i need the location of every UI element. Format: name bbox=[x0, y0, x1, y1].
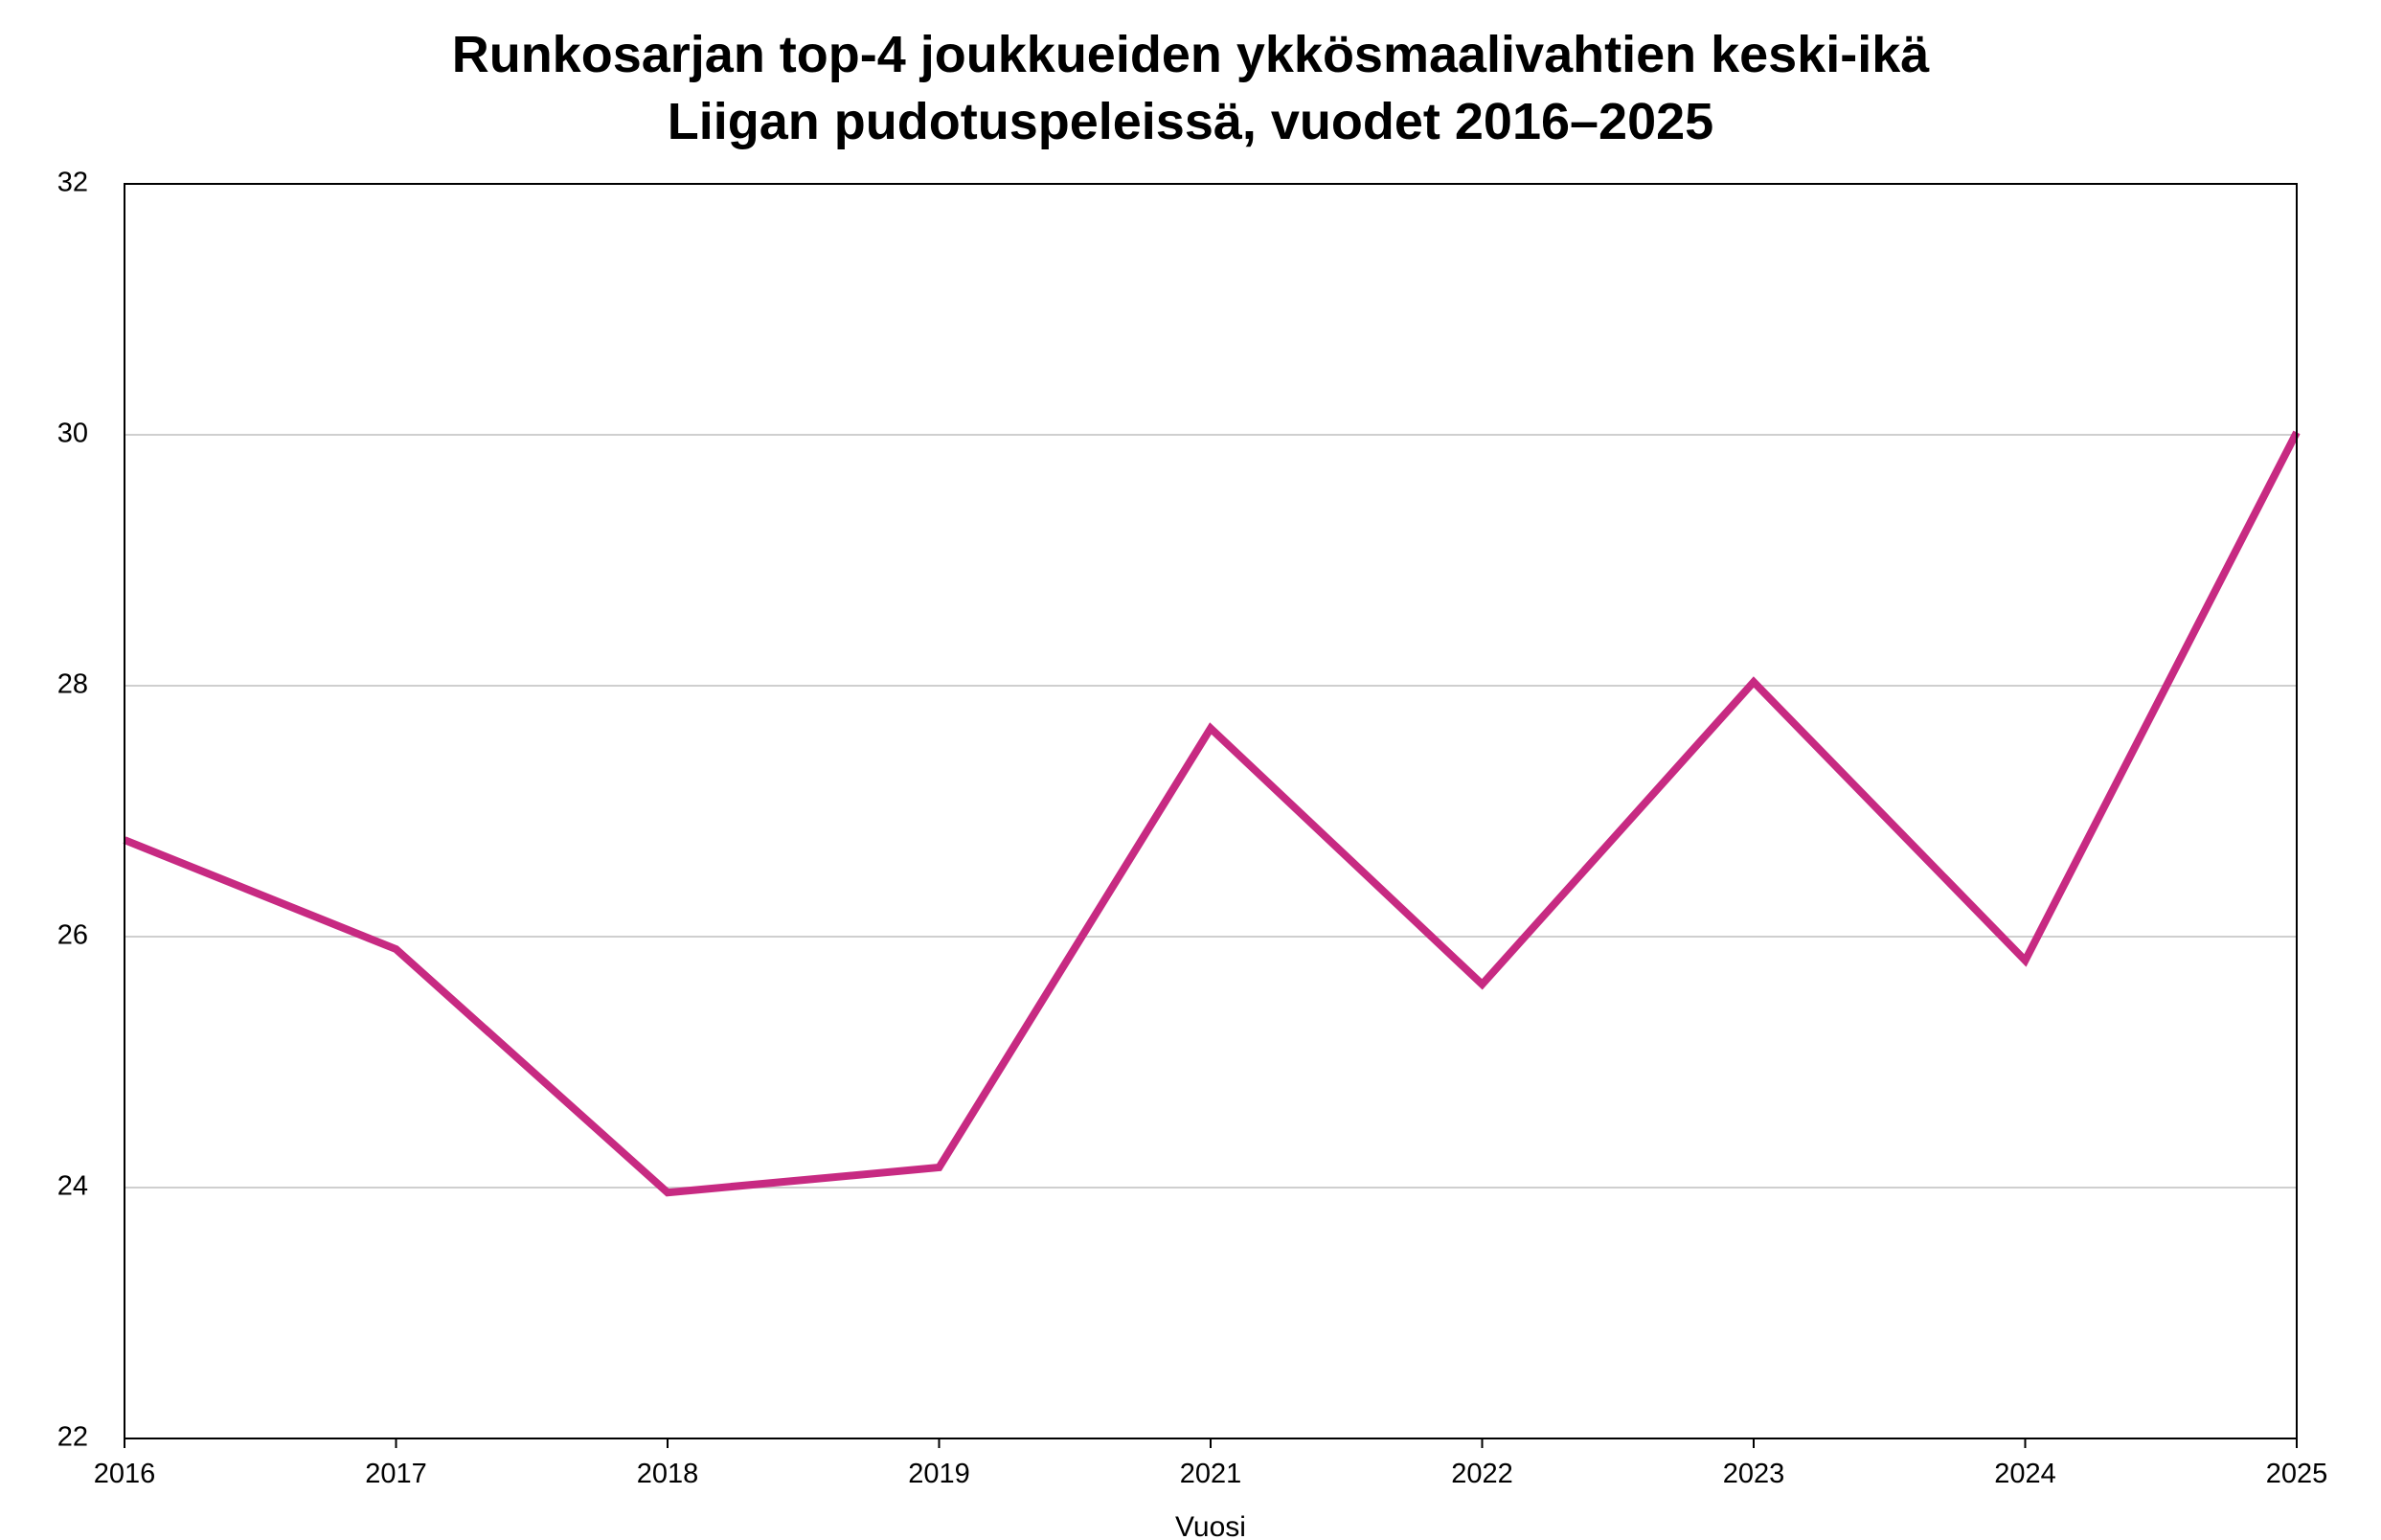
x-tick-label-2024: 2024 bbox=[1994, 1459, 2056, 1489]
x-tick-label-2016: 2016 bbox=[94, 1459, 156, 1489]
y-axis-ticks: 22 24 26 28 30 32 bbox=[57, 168, 88, 1453]
chart-title-line-2: Liigan pudotuspeleissä, vuodet 2016–2025 bbox=[668, 93, 1713, 150]
y-tick-label-26: 26 bbox=[57, 920, 88, 951]
series-line-0 bbox=[123, 430, 2301, 1197]
y-tick-label-24: 24 bbox=[57, 1171, 88, 1202]
series-lines bbox=[123, 430, 2301, 1197]
plot-frame bbox=[124, 183, 2298, 1439]
chart-title: Runkosarjan top-4 joukkueiden ykkösmaali… bbox=[452, 26, 1931, 150]
x-tick-label-2023: 2023 bbox=[1723, 1459, 1785, 1489]
x-tick-label-2025: 2025 bbox=[2266, 1459, 2328, 1489]
x-tick-label-2019: 2019 bbox=[908, 1459, 970, 1489]
x-tick-label-2022: 2022 bbox=[1451, 1459, 1513, 1489]
y-tick-label-28: 28 bbox=[57, 669, 88, 700]
chart-title-line-1: Runkosarjan top-4 joukkueiden ykkösmaali… bbox=[452, 26, 1931, 83]
y-tick-label-30: 30 bbox=[57, 419, 88, 449]
gridlines bbox=[125, 434, 2297, 1189]
y-tick-label-22: 22 bbox=[57, 1422, 88, 1453]
y-tick-label-32: 32 bbox=[57, 168, 88, 198]
x-tick-label-2018: 2018 bbox=[637, 1459, 699, 1489]
x-tick-label-2017: 2017 bbox=[365, 1459, 427, 1489]
x-axis-ticks: 2016 2017 2018 2019 2021 2022 2023 2024 2025 bbox=[94, 1438, 2328, 1489]
x-tick-label-2021: 2021 bbox=[1180, 1459, 1242, 1489]
x-axis-label: Vuosi bbox=[1175, 1511, 1246, 1540]
